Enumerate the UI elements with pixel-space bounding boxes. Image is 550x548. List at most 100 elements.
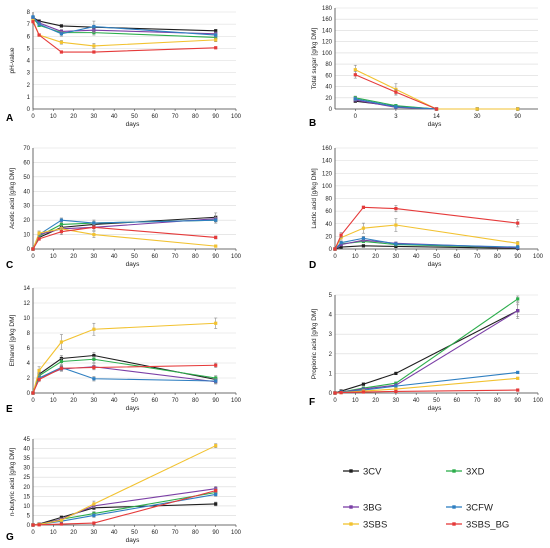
data-point [214, 376, 218, 380]
x-tick-label: 60 [453, 398, 460, 404]
y-tick-label: 40 [325, 85, 332, 91]
legend-item-3xd: 3XD [446, 467, 485, 478]
data-point [92, 50, 96, 54]
x-tick-label: 100 [231, 398, 242, 404]
panel-e: 0 2 4 6 8 10 12 14 0 10 20 30 40 50 60 70 80 90 100 days Eth… [6, 286, 242, 415]
series-line-3xd [334, 298, 519, 394]
legend-swatch-marker [452, 505, 456, 509]
data-point [37, 19, 41, 23]
y-tick-label: 2 [27, 376, 31, 382]
data-point [214, 492, 218, 497]
data-point [37, 33, 41, 37]
series-3sbs-bg [31, 362, 218, 395]
x-tick-label: 80 [192, 254, 199, 260]
data-point [59, 366, 64, 370]
series-3cfw [31, 15, 218, 38]
legend-item-3cv: 3CV [343, 467, 382, 478]
x-tick-label: 30 [474, 114, 481, 120]
y-tick-label: 40 [325, 222, 332, 228]
data-point [92, 225, 96, 229]
data-point [92, 327, 96, 331]
data-point [59, 522, 64, 526]
x-tick-label: 40 [413, 398, 420, 404]
x-tick-label: 20 [70, 114, 77, 120]
series-3sbs-bg [333, 388, 520, 395]
y-tick-label: 80 [325, 197, 332, 203]
y-tick-label: 140 [322, 28, 333, 34]
x-tick-label: 14 [433, 114, 440, 120]
x-tick-label: 80 [192, 398, 199, 404]
y-axis-label: pH-value [9, 47, 16, 73]
data-point [394, 381, 398, 385]
y-tick-label: 0 [27, 523, 31, 529]
y-tick-label: 0 [27, 107, 31, 113]
data-point [394, 371, 398, 375]
y-tick-label: 20 [23, 485, 30, 491]
data-point [353, 97, 357, 101]
x-tick-label: 70 [172, 254, 179, 260]
data-point [516, 245, 520, 249]
panel-letter-c: C [6, 260, 13, 271]
data-point [214, 46, 218, 50]
data-point [394, 90, 398, 94]
x-tick-label: 60 [151, 254, 158, 260]
x-tick-label: 100 [231, 254, 242, 260]
x-axis-label: days [428, 261, 442, 268]
x-tick-label: 10 [50, 254, 57, 260]
y-tick-label: 5 [27, 46, 31, 52]
y-tick-label: 35 [23, 456, 30, 462]
y-tick-label: 60 [325, 209, 332, 215]
legend-swatch-marker [349, 522, 353, 526]
panel-letter-d: D [309, 260, 316, 271]
data-point [339, 233, 343, 237]
x-tick-label: 50 [131, 530, 138, 536]
legend-item-3cfw: 3CFW [446, 503, 493, 514]
data-point [92, 377, 96, 381]
data-point [59, 359, 64, 364]
data-point [214, 235, 218, 240]
x-tick-label: 0 [31, 398, 35, 404]
data-point [333, 247, 337, 251]
y-tick-label: 40 [23, 447, 30, 453]
data-point [92, 513, 96, 518]
data-point [31, 15, 35, 19]
data-point [361, 382, 366, 386]
y-axis-label: Ethanol [g/kg DM] [9, 314, 16, 366]
data-point [333, 391, 337, 395]
data-point [59, 24, 64, 28]
y-tick-label: 2 [329, 352, 333, 358]
data-point [37, 368, 41, 373]
data-point [59, 518, 64, 522]
legend-swatch-marker [452, 469, 456, 473]
y-tick-label: 50 [23, 175, 30, 181]
y-tick-label: 120 [322, 171, 333, 177]
x-axis-label: days [126, 405, 140, 412]
legend-label: 3BG [363, 503, 382, 514]
x-tick-label: 90 [212, 530, 219, 536]
x-tick-label: 0 [31, 254, 35, 260]
x-tick-label: 70 [172, 530, 179, 536]
data-point [37, 231, 41, 235]
y-tick-label: 140 [322, 159, 333, 165]
legend-swatch-marker [452, 522, 456, 526]
data-point [394, 384, 398, 388]
data-point [361, 390, 366, 394]
x-axis-label: days [126, 261, 140, 268]
y-tick-label: 12 [23, 301, 30, 307]
panel-letter-f: F [309, 397, 315, 408]
x-tick-label: 30 [91, 530, 98, 536]
data-point [59, 222, 64, 227]
x-tick-label: 90 [212, 398, 219, 404]
data-point [59, 50, 64, 54]
data-point [37, 22, 41, 26]
y-tick-label: 45 [23, 437, 30, 443]
y-tick-label: 8 [27, 10, 31, 16]
data-point [92, 44, 96, 48]
y-tick-label: 160 [322, 17, 333, 23]
y-tick-label: 0 [27, 391, 31, 397]
x-tick-label: 30 [393, 254, 400, 260]
series-3sbs-bg [333, 205, 520, 251]
y-tick-label: 0 [329, 107, 333, 113]
x-tick-label: 10 [352, 254, 359, 260]
data-point [31, 20, 35, 24]
